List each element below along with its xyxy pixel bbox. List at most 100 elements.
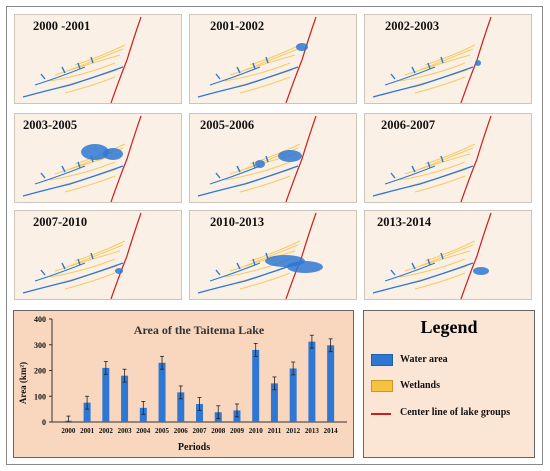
wetland-line	[419, 147, 474, 170]
river-channel	[372, 262, 474, 294]
wetland-line	[399, 62, 466, 82]
bar-2003	[121, 375, 129, 422]
river-inlet	[40, 252, 94, 276]
wetland-line	[229, 250, 296, 272]
river-channel	[34, 165, 86, 185]
legend-item-label: Center line of lake groups	[400, 407, 511, 418]
x-tick-label: 2012	[286, 427, 301, 435]
wetland-line	[414, 175, 466, 193]
lake-map-drawing	[372, 212, 492, 299]
river-channel	[197, 165, 299, 197]
lake-water-body	[473, 267, 489, 275]
river-inlet	[215, 252, 269, 276]
river-inlet	[215, 155, 269, 179]
x-tick-label: 2014	[324, 427, 339, 435]
lake-water-body	[255, 160, 265, 168]
river-channel	[34, 262, 86, 282]
wetland-line	[244, 147, 299, 170]
wetland-line	[229, 54, 296, 76]
wetland-swatch	[371, 380, 393, 392]
river-inlet	[40, 155, 94, 179]
map-panel-2005-2006: 2005-2006	[189, 113, 357, 203]
wetland-line	[224, 161, 291, 181]
map-label: 2002-2003	[385, 19, 440, 33]
river-channel	[384, 262, 436, 282]
river-inlet	[390, 56, 444, 80]
bar-2005	[158, 362, 166, 422]
x-tick-label: 2009	[230, 427, 245, 435]
x-tick-label: 2002	[99, 427, 114, 435]
centerline-swatch	[371, 413, 391, 415]
x-tick-label: 2006	[174, 427, 189, 435]
lake-water-body	[81, 144, 109, 160]
river-channel	[197, 66, 299, 98]
wetland-line	[404, 153, 471, 175]
bar-2002	[102, 367, 110, 422]
wetland-line	[414, 76, 466, 94]
lake-water-body	[475, 60, 481, 66]
wetland-line	[54, 54, 121, 76]
lake-water-body	[287, 261, 323, 273]
map-label: 2000 -2001	[33, 19, 91, 33]
x-tick-label: 2010	[249, 427, 264, 435]
map-label: 2010-2013	[210, 215, 265, 229]
river-channel	[197, 262, 299, 294]
wetland-line	[74, 240, 126, 262]
legend-item-label: Wetlands	[400, 380, 441, 391]
y-tick-label: 300	[34, 341, 46, 350]
map-panel-2003-2005: 2003-2005	[14, 113, 182, 203]
y-tick-label: 400	[34, 315, 46, 324]
y-tick-label: 0	[42, 418, 46, 427]
x-tick-label: 2011	[268, 427, 282, 435]
center-line	[110, 115, 142, 202]
map-label: 2005-2006	[200, 118, 255, 132]
river-channel	[22, 165, 124, 197]
map-panel-2006-2007: 2006-2007	[364, 113, 532, 203]
river-inlet	[215, 56, 269, 80]
center-line	[285, 16, 317, 103]
wetland-line	[49, 161, 116, 181]
chart-bars	[64, 334, 335, 423]
bar-2013	[308, 341, 316, 422]
lake-water-body	[115, 268, 123, 274]
lake-water-body	[296, 43, 308, 51]
bar-2010	[252, 349, 260, 422]
bar-2014	[327, 345, 335, 422]
center-line	[285, 212, 317, 299]
river-channel	[22, 66, 124, 98]
chart-axes: 0 100 200 300 400 2000 2001 2002 2003 2004 2005 200…	[34, 315, 347, 435]
x-tick-label: 2008	[211, 427, 226, 435]
y-tick-label: 200	[34, 367, 46, 376]
wetland-line	[404, 250, 471, 272]
river-channel	[209, 66, 261, 86]
wetland-line	[249, 44, 301, 66]
wetland-line	[249, 143, 301, 165]
map-label: 2006-2007	[381, 118, 436, 132]
wetland-line	[54, 250, 121, 272]
lake-map-drawing	[22, 212, 142, 299]
chart-title: Area of the Taitema Lake	[134, 323, 265, 337]
center-line	[110, 212, 142, 299]
wetland-line	[399, 161, 466, 181]
bar-chart: Area of the Taitema Lake Area (km²) Peri…	[18, 315, 347, 453]
wetland-line	[424, 240, 476, 262]
lake-map-drawing	[22, 115, 142, 202]
bar-2001	[83, 402, 91, 422]
wetland-line	[419, 244, 474, 267]
wetland-line	[224, 62, 291, 82]
wetland-line	[49, 62, 116, 82]
x-tick-label: 2004	[136, 427, 151, 435]
map-label: 2003-2005	[23, 118, 78, 132]
wetland-line	[74, 44, 126, 66]
river-inlet	[390, 155, 444, 179]
wetland-line	[69, 244, 124, 267]
wetland-line	[404, 54, 471, 76]
river-channel	[384, 66, 436, 86]
water-swatch	[371, 354, 393, 366]
wetland-line	[414, 272, 466, 290]
river-channel	[34, 66, 86, 86]
bar-2007	[196, 403, 203, 422]
wetland-line	[64, 76, 116, 94]
lake-water-body	[278, 150, 302, 162]
wetland-line	[424, 44, 476, 66]
